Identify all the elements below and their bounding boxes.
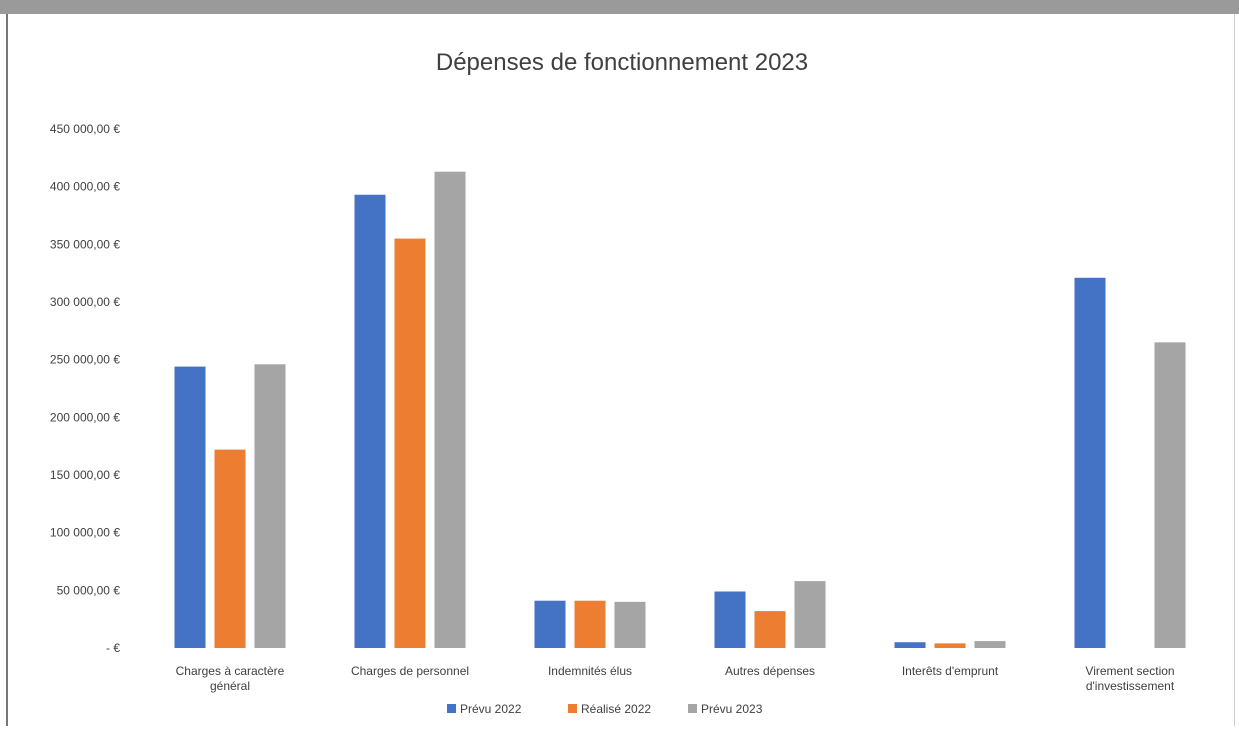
y-tick-label: 150 000,00 € — [50, 468, 120, 482]
bar-pr-vu-2023 — [614, 601, 646, 648]
x-category-label: Interêts d'emprunt — [902, 664, 999, 678]
bar-pr-vu-2022 — [354, 194, 386, 649]
bar-pr-vu-2022 — [894, 642, 926, 648]
bar-r-alis-2022 — [574, 600, 606, 648]
legend: Prévu 2022 Réalisé 2022 Prévu 2023 — [447, 702, 763, 716]
legend-label: Prévu 2023 — [701, 702, 763, 716]
bar-pr-vu-2023 — [794, 581, 826, 648]
y-tick-label: 300 000,00 € — [50, 295, 120, 309]
bar-pr-vu-2023 — [974, 641, 1006, 648]
legend-label: Réalisé 2022 — [581, 702, 651, 716]
y-tick-label: 50 000,00 € — [57, 583, 121, 597]
legend-label: Prévu 2022 — [460, 702, 522, 716]
y-axis: 450 000,00 € 400 000,00 € 350 000,00 € 300 … — [50, 122, 120, 655]
chart-title: Dépenses de fonctionnement 2023 — [436, 49, 808, 76]
bar-pr-vu-2023 — [434, 171, 466, 648]
bar-pr-vu-2023 — [254, 364, 286, 648]
x-category-label: Charges de personnel — [351, 664, 469, 678]
bar-r-alis-2022 — [934, 643, 966, 648]
x-category-label: Charges à caractère général — [176, 664, 285, 693]
x-axis: Charges à caractère général Charges de per… — [176, 664, 1175, 693]
top-edge-strip — [0, 0, 1239, 14]
y-tick-label: 400 000,00 € — [50, 180, 120, 194]
x-category-label: Indemnités élus — [548, 664, 632, 678]
bar-r-alis-2022 — [214, 449, 246, 648]
y-tick-label: 350 000,00 € — [50, 237, 120, 251]
bar-pr-vu-2022 — [714, 591, 746, 648]
x-category-label: Virement section d'investissement — [1085, 664, 1174, 693]
bar-pr-vu-2022 — [174, 366, 206, 648]
bar-pr-vu-2023 — [1154, 342, 1186, 648]
x-category-label: Autres dépenses — [725, 664, 815, 678]
bars-group — [174, 171, 1186, 649]
y-tick-label: - € — [106, 641, 120, 655]
legend-swatch — [447, 704, 456, 713]
bar-r-alis-2022 — [394, 238, 426, 649]
y-tick-label: 450 000,00 € — [50, 122, 120, 136]
legend-swatch — [568, 704, 577, 713]
y-tick-label: 250 000,00 € — [50, 353, 120, 367]
legend-swatch — [688, 704, 697, 713]
y-tick-label: 100 000,00 € — [50, 526, 120, 540]
bar-pr-vu-2022 — [1074, 277, 1106, 648]
y-tick-label: 200 000,00 € — [50, 410, 120, 424]
bar-pr-vu-2022 — [534, 600, 566, 648]
bar-r-alis-2022 — [754, 611, 786, 648]
